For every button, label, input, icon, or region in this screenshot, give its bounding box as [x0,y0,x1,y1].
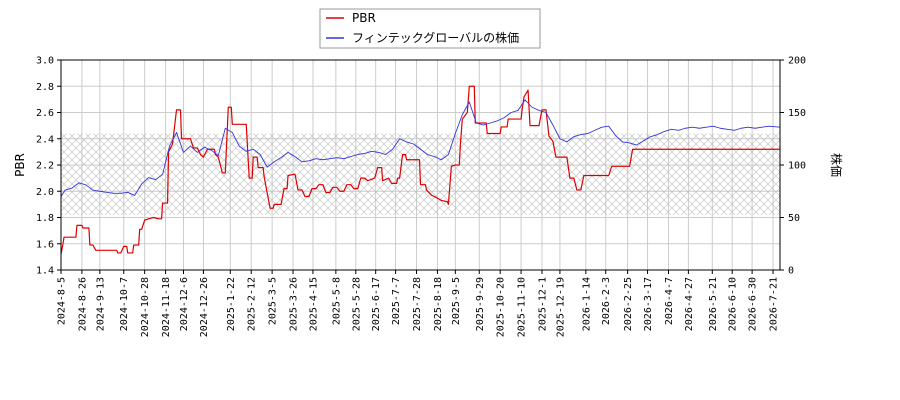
x-tick-label: 2026-4-27 [684,277,695,331]
x-tick-label: 2025-1-22 [226,277,237,331]
legend-label-stock-price: フィンテックグローバルの株価 [352,30,519,45]
series-line-stock-price [61,99,780,197]
x-tick-label: 2025-8-18 [433,277,444,331]
x-tick-label: 2024-8-5 [57,277,68,325]
x-tick-label: 2026-7-21 [769,277,780,331]
y-tick-label-right: 200 [788,56,806,67]
x-tick-label: 2026-2-3 [601,277,612,325]
y-tick-label-left: 2.4 [36,134,54,145]
x-tick-label: 2025-7-7 [391,277,402,325]
x-tick-label: 2025-6-17 [371,277,382,331]
x-tick-label: 2025-7-28 [412,277,423,331]
x-tick-label: 2026-6-30 [748,277,759,331]
legend-box [319,8,541,49]
x-tick-label: 2025-12-19 [555,277,566,337]
legend: PBR フィンテックグローバルの株価 [319,8,541,49]
x-tick-label: 2025-3-5 [268,277,279,325]
x-tick-label: 2025-3-26 [289,277,300,331]
x-tick-label: 2025-5-28 [351,277,362,331]
x-tick-label: 2026-5-21 [708,277,719,331]
y-tick-label-left: 2.6 [36,108,54,119]
series-line-pbr [61,85,780,255]
series-layer [61,85,780,255]
x-tick-label: 2024-10-28 [140,277,151,337]
x-tick-label: 2024-10-7 [119,277,130,331]
y-tick-label-left: 1.8 [36,213,54,224]
x-tick-label: 2024-8-26 [77,277,88,331]
x-tick-label: 2025-5-8 [331,277,342,325]
x-tick-label: 2025-10-20 [496,277,507,337]
y-tick-label-left: 1.4 [36,266,54,277]
y-tick-label-left: 3.0 [36,56,54,67]
x-tick-label: 2026-4-7 [664,277,675,325]
x-tick-label: 2025-9-29 [475,277,486,331]
x-tick-label: 2026-2-25 [623,277,634,331]
legend-label-pbr: PBR [352,11,376,25]
y-tick-label-right: 0 [788,266,794,277]
x-tick-label: 2024-9-13 [95,277,106,331]
y-tick-label-left: 1.6 [36,239,54,250]
x-tick-label: 2026-6-10 [728,277,739,331]
axes: 1.4 1.6 1.8 2.0 2.2 2.4 2.6 2.8 3.0 0 50 100 150 200 2… [36,56,806,338]
y-tick-label-right: 50 [788,213,800,224]
y-axis-right-title: 株価 [829,153,844,177]
x-tick-label: 2024-12-26 [199,277,210,337]
y-tick-label-left: 2.0 [36,187,54,198]
y-tick-label-right: 150 [788,108,806,119]
x-tick-label: 2025-4-15 [308,277,319,331]
x-tick-label: 2024-11-18 [161,277,172,337]
y-tick-label-left: 2.8 [36,82,54,93]
x-tick-label: 2025-12-1 [537,277,548,331]
x-tick-label: 2025-11-10 [517,277,528,337]
x-tick-label: 2025-2-12 [247,277,258,331]
y-tick-label-left: 2.2 [36,161,54,172]
y-axis-left-title: PBR [13,153,27,177]
x-tick-label: 2026-3-17 [643,277,654,331]
y-tick-label-right: 100 [788,161,806,172]
x-tick-label: 2024-12-6 [179,277,190,331]
x-tick-label: 2026-1-14 [581,277,592,331]
x-tick-label: 2025-9-5 [451,277,462,325]
